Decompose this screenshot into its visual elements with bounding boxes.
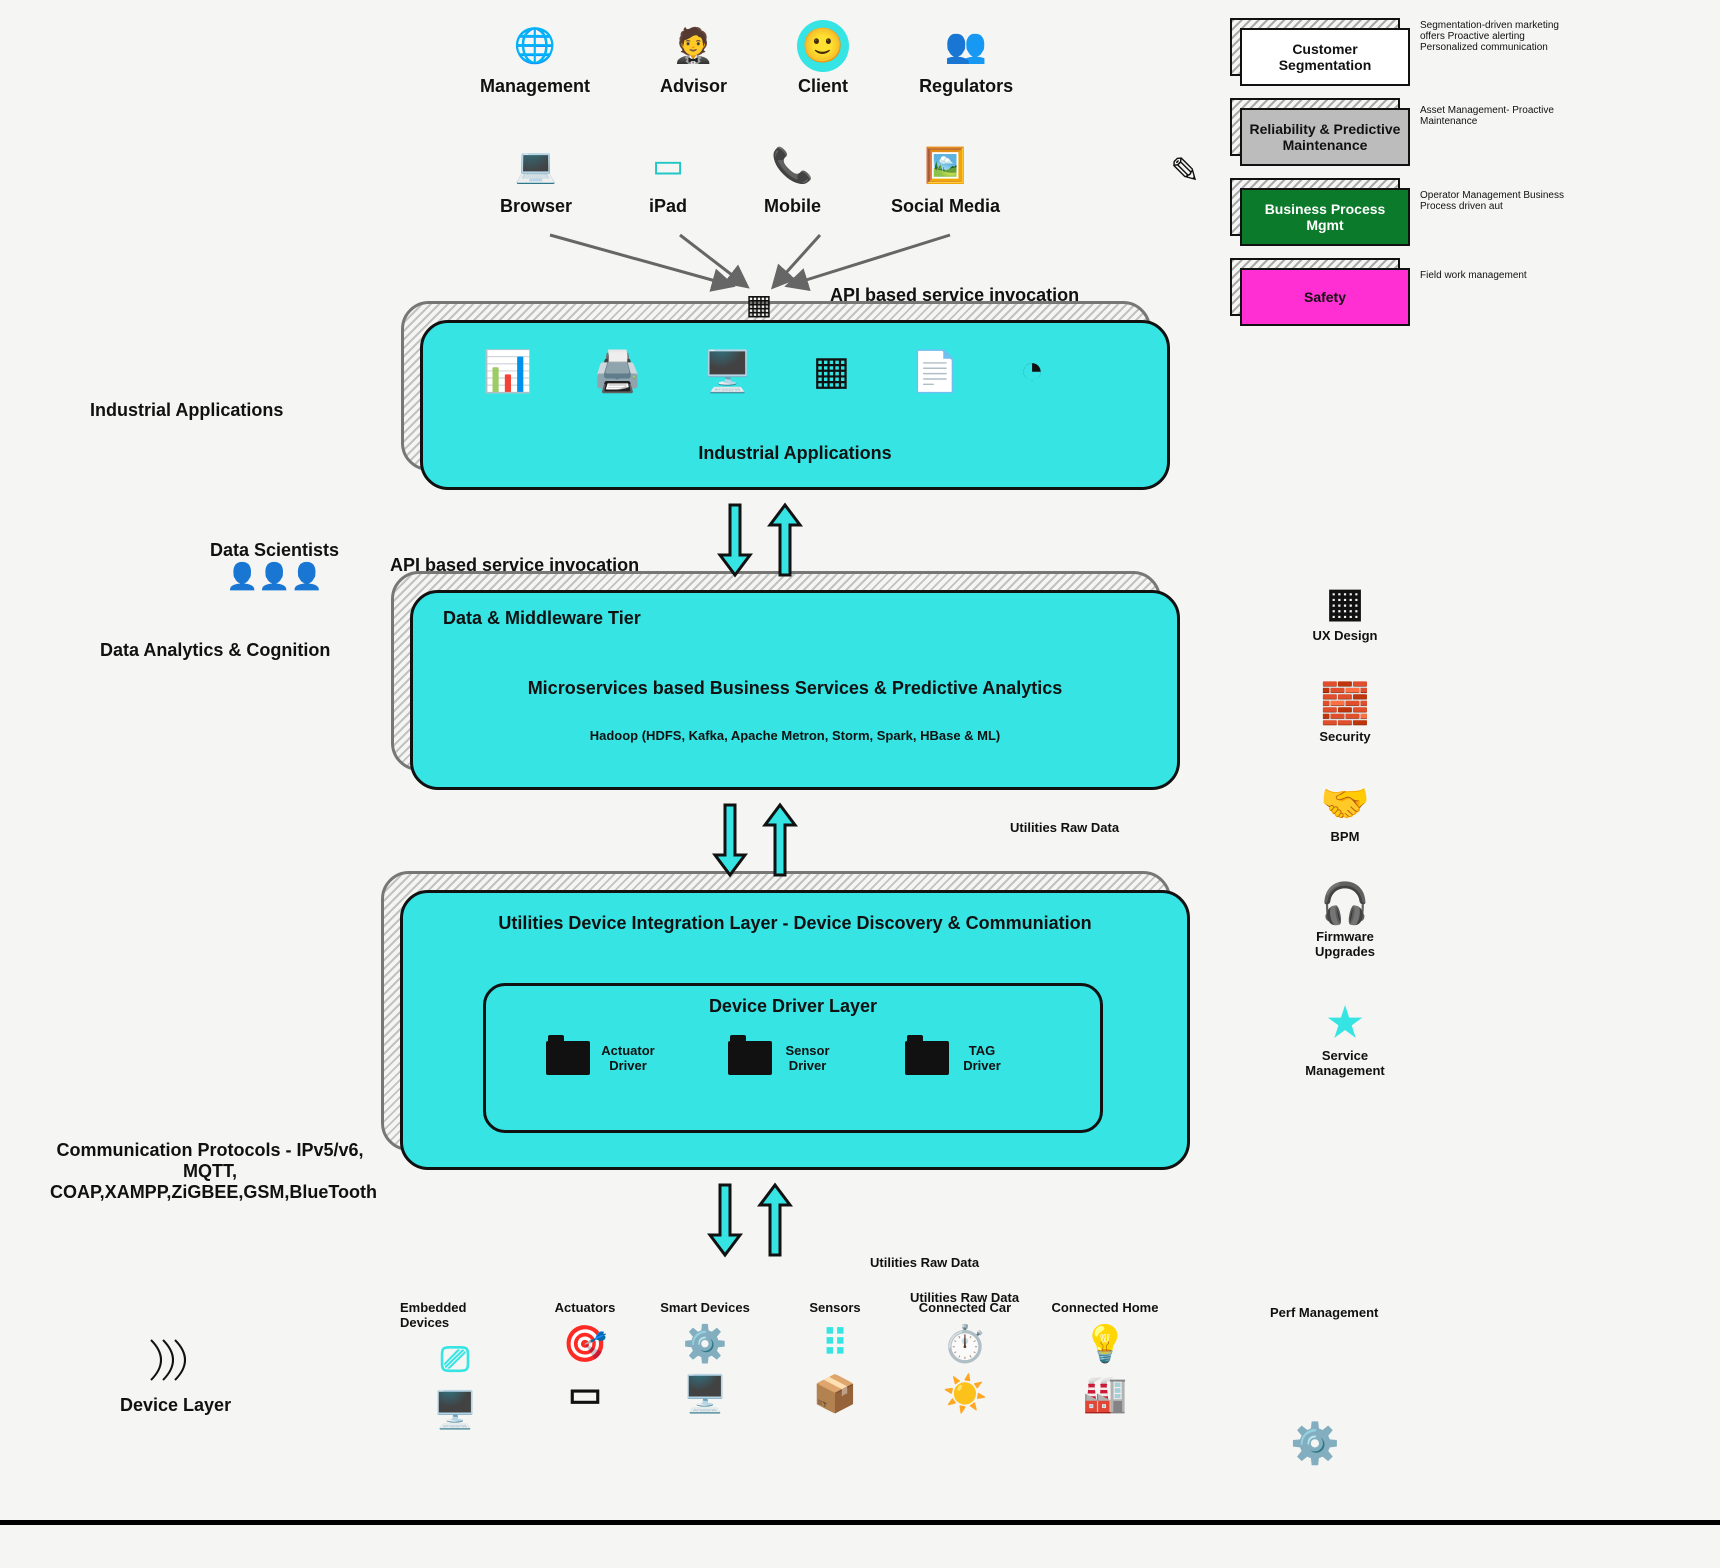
box-icon: ▭ (568, 1373, 602, 1415)
drivers: Actuator Driver Sensor Driver TAG Driver (546, 1041, 1007, 1075)
star-icon: ★ (1327, 1000, 1363, 1046)
label-device-layer: Device Layer (120, 1330, 231, 1416)
note-bpm: Operator Management Business Process dri… (1420, 190, 1570, 212)
actor-management: 🌐 Management (480, 20, 590, 97)
driver-layer-title: Device Driver Layer (486, 996, 1100, 1017)
bulb-icon: 💡 (1083, 1323, 1128, 1365)
dev-actuators: Actuators 🎯 ▭ (530, 1300, 640, 1415)
calendar-icon: ▦ (1326, 580, 1364, 626)
annotation-api-top: API based service invocation (830, 285, 1079, 306)
sun-icon: ☀️ (943, 1373, 988, 1415)
app-icons: 📊 🖨️ 🖥️ ▦ 📄 ◔ (483, 348, 1044, 395)
gauge-icon: ⏱️ (943, 1323, 988, 1365)
label-protocols: Communication Protocols - IPv5/v6, MQTT,… (50, 1140, 370, 1203)
channel-mobile: 📞 Mobile (764, 140, 821, 217)
right-service: ★ Service Management (1290, 1000, 1400, 1078)
dev-smart: Smart Devices ⚙️ 🖥️ (650, 1300, 760, 1415)
label-industrial: Industrial Applications (90, 400, 283, 421)
pen-icon: ✎ (1170, 150, 1200, 192)
dev-home: Connected Home 💡 🏭 (1050, 1300, 1160, 1415)
tier-industrial-apps: 📊 🖨️ 🖥️ ▦ 📄 ◔ Industrial Applications (420, 320, 1170, 490)
tier-device-integration: Utilities Device Integration Layer - Dev… (400, 890, 1190, 1170)
note-customer-seg: Segmentation-driven marketing offers Pro… (1420, 20, 1570, 53)
driver-tag: TAG Driver (905, 1041, 1007, 1075)
actor-regulators: 👥 Regulators (919, 20, 1013, 97)
chip-icon: ⎚ (441, 1338, 470, 1381)
label-data-sci: Data Scientists 👤👤👤 (210, 540, 339, 592)
right-firmware: 🎧 Firmware Upgrades (1290, 880, 1400, 959)
dev-sensors: Sensors ⠿ 📦 (780, 1300, 890, 1415)
tray-icon: 📦 (813, 1373, 858, 1415)
wall-icon: 🧱 (1320, 680, 1370, 727)
driver-layer: Device Driver Layer Actuator Driver Sens… (483, 983, 1103, 1133)
annotation-util-1: Utilities Raw Data (1010, 820, 1119, 835)
folder-icon (728, 1041, 772, 1075)
arrows-1-2 (700, 495, 820, 585)
right-bpm: 🤝 BPM (1290, 780, 1400, 844)
gear-icon: ⚙️ (683, 1323, 728, 1365)
headset-icon: 🎧 (1320, 880, 1370, 927)
dev-embedded: Embedded Devices ⎚ 🖥️ (400, 1300, 510, 1431)
grid-icon: ▦ (812, 348, 850, 395)
gear-icon: ⚙️ (1290, 1420, 1340, 1467)
box-customer-seg: Customer Segmentation (1240, 28, 1410, 86)
arrows-3-dev (690, 1175, 810, 1265)
pie-icon: ◔ (1020, 348, 1044, 395)
channel-social: 🖼️ Social Media (891, 140, 1000, 217)
dots-icon: ⠿ (822, 1323, 848, 1365)
dev-car: Connected Car ⏱️ ☀️ (910, 1300, 1020, 1415)
driver-actuator: Actuator Driver (546, 1041, 658, 1075)
pos-icon: 🖥️ (683, 1373, 728, 1415)
actor-client: 🙂 Client (797, 20, 849, 97)
channel-browser: 💻 Browser (500, 140, 572, 217)
chart-icon: 📊 (483, 348, 533, 395)
box-bpm: Business Process Mgmt (1240, 188, 1410, 246)
arrows-2-3 (695, 795, 815, 885)
label-analytics: Data Analytics & Cognition (100, 640, 330, 661)
note-safety: Field work management (1420, 270, 1570, 281)
tier-dev-title: Utilities Device Integration Layer - Dev… (403, 913, 1187, 934)
note-reliability: Asset Management- Proactive Maintenance (1420, 105, 1570, 127)
printer-icon: 🖨️ (593, 348, 643, 395)
handshake-icon: 🤝 (1320, 780, 1370, 827)
tier-mid-tech: Hadoop (HDFS, Kafka, Apache Metron, Stor… (413, 728, 1177, 743)
tier-app-title: Industrial Applications (423, 443, 1167, 464)
channel-ipad: ▭ iPad (642, 140, 694, 217)
folder-icon (546, 1041, 590, 1075)
monitor-icon: 🖥️ (703, 348, 753, 395)
right-security: 🧱 Security (1290, 680, 1400, 744)
doc-icon: 📄 (910, 348, 960, 395)
factory-icon: 🏭 (1083, 1373, 1128, 1415)
folder-icon (905, 1041, 949, 1075)
bottom-rule (0, 1520, 1720, 1525)
tier-middleware: Data & Middleware Tier Microservices bas… (410, 590, 1180, 790)
monitor-icon: 🖥️ (433, 1389, 478, 1431)
driver-sensor: Sensor Driver (728, 1041, 835, 1075)
annotation-perf: Perf Management (1270, 1305, 1378, 1320)
actor-row-2: 💻 Browser ▭ iPad 📞 Mobile 🖼️ Social Medi… (500, 140, 1000, 217)
tier-mid-title: Data & Middleware Tier (443, 608, 641, 629)
tier-mid-subtitle: Microservices based Business Services & … (413, 678, 1177, 699)
box-safety: Safety (1240, 268, 1410, 326)
target-icon: 🎯 (563, 1323, 608, 1365)
box-reliability: Reliability & Predictive Maintenance (1240, 108, 1410, 166)
annotation-api-mid: API based service invocation (390, 555, 639, 576)
actor-advisor: 🤵 Advisor (660, 20, 727, 97)
annotation-util-2: Utilities Raw Data (870, 1255, 979, 1270)
actor-row-1: 🌐 Management 🤵 Advisor 🙂 Client 👥 Regula… (480, 20, 1013, 97)
right-ux: ▦ UX Design (1290, 580, 1400, 643)
